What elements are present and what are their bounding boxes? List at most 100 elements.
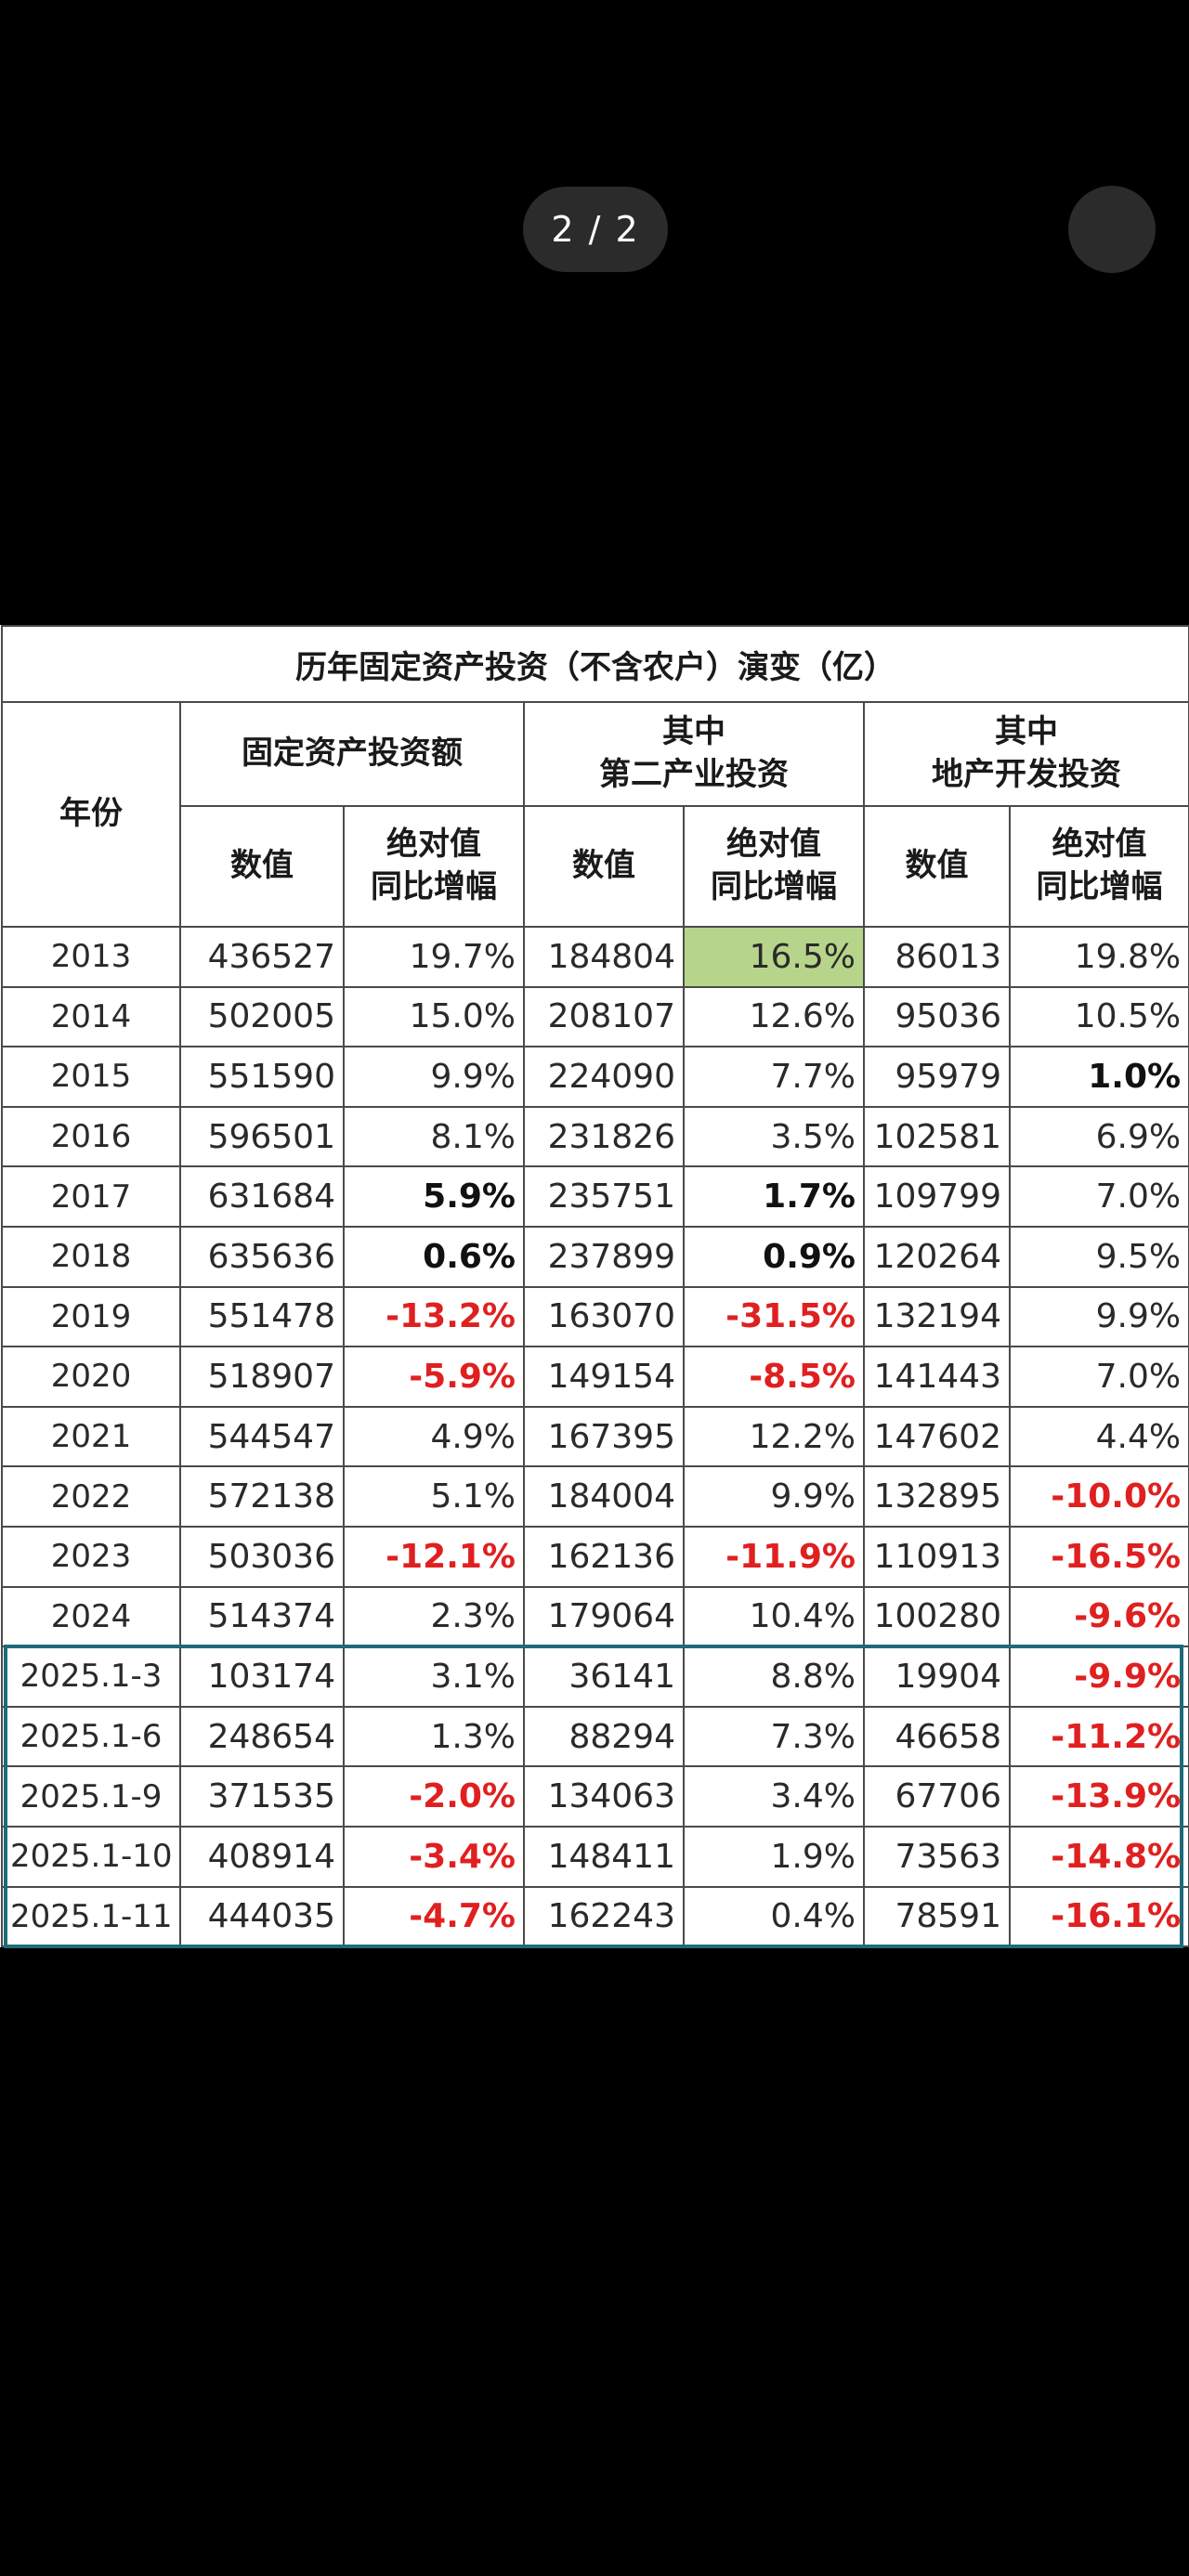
table-row: 2018 635636 0.6% 237899 0.9% 120264 9.5% — [1, 1225, 1189, 1288]
fai-value-cell: 551590 — [179, 1046, 345, 1108]
real-estate-yoy-cell: -16.1% — [1008, 1885, 1189, 1948]
fai-yoy-cell: 5.9% — [343, 1165, 525, 1228]
table-row: 2013 436527 19.7% 184804 16.5% 86013 19.8% — [1, 926, 1189, 988]
fai-yoy-cell: 3.1% — [343, 1646, 525, 1708]
table-row: 2025.1-10 408914 -3.4% 148411 1.9% 73563 -14.8… — [1, 1825, 1189, 1888]
fai-value-cell: 436527 — [179, 926, 345, 988]
real-estate-value-cell: 67706 — [863, 1765, 1011, 1828]
more-options-button[interactable] — [1068, 186, 1156, 273]
real-estate-yoy-cell: 9.9% — [1008, 1285, 1189, 1348]
year-cell: 2015 — [1, 1046, 181, 1108]
fai-value-cell: 572138 — [179, 1465, 345, 1528]
header-real-estate-yoy: 绝对值 同比增幅 — [1008, 805, 1189, 928]
year-cell: 2020 — [1, 1346, 181, 1408]
secondary-value-cell: 134063 — [523, 1765, 685, 1828]
fai-value-cell: 444035 — [179, 1885, 345, 1948]
secondary-yoy-cell: 16.5% — [683, 926, 865, 988]
secondary-value-cell: 88294 — [523, 1705, 685, 1768]
header-yoy-line2: 同比增幅 — [1036, 868, 1163, 905]
real-estate-yoy-cell: 7.0% — [1008, 1165, 1189, 1228]
table-row: 2015 551590 9.9% 224090 7.7% 95979 1.0% — [1, 1046, 1189, 1108]
table-body: 2013 436527 19.7% 184804 16.5% 86013 19.8% 2014… — [1, 926, 1189, 1948]
header-yoy-line1: 绝对值 — [726, 826, 821, 864]
table-row: 2022 572138 5.1% 184004 9.9% 132895 -10.0% — [1, 1465, 1189, 1528]
fai-yoy-cell: -3.4% — [343, 1825, 525, 1888]
secondary-yoy-cell: 3.5% — [683, 1105, 865, 1168]
table-row: 2025.1-9 371535 -2.0% 134063 3.4% 67706 -13.9% — [1, 1765, 1189, 1828]
table-row: 2017 631684 5.9% 235751 1.7% 109799 7.0% — [1, 1165, 1189, 1228]
table-row: 2021 544547 4.9% 167395 12.2% 147602 4.4% — [1, 1405, 1189, 1468]
year-cell: 2014 — [1, 985, 181, 1048]
header-secondary-line1: 其中 — [662, 713, 725, 751]
table-row: 2019 551478 -13.2% 163070 -31.5% 132194 9.9% — [1, 1285, 1189, 1348]
secondary-yoy-cell: 9.9% — [683, 1465, 865, 1528]
table-row: 2025.1-6 248654 1.3% 88294 7.3% 46658 -11.2% — [1, 1705, 1189, 1768]
secondary-value-cell: 237899 — [523, 1225, 685, 1288]
page-indicator-text: 2 / 2 — [551, 209, 640, 250]
real-estate-yoy-cell: -9.9% — [1008, 1646, 1189, 1708]
fai-yoy-cell: 4.9% — [343, 1405, 525, 1468]
header-secondary-line2: 第二产业投资 — [599, 756, 789, 793]
real-estate-value-cell: 132895 — [863, 1465, 1011, 1528]
fai-value-cell: 544547 — [179, 1405, 345, 1468]
header-real-estate-value: 数值 — [863, 805, 1011, 928]
real-estate-value-cell: 120264 — [863, 1225, 1011, 1288]
year-cell: 2021 — [1, 1405, 181, 1468]
real-estate-value-cell: 86013 — [863, 926, 1011, 988]
secondary-value-cell: 162243 — [523, 1885, 685, 1948]
fai-yoy-cell: -12.1% — [343, 1525, 525, 1588]
secondary-yoy-cell: 3.4% — [683, 1765, 865, 1828]
fai-yoy-cell: 5.1% — [343, 1465, 525, 1528]
header-yoy-line1: 绝对值 — [1052, 826, 1147, 864]
year-cell: 2013 — [1, 926, 181, 988]
table-row: 2023 503036 -12.1% 162136 -11.9% 110913 -16.5% — [1, 1525, 1189, 1588]
real-estate-yoy-cell: -13.9% — [1008, 1765, 1189, 1828]
fai-yoy-cell: 0.6% — [343, 1225, 525, 1288]
year-cell: 2022 — [1, 1465, 181, 1528]
header-year: 年份 — [1, 701, 181, 928]
secondary-value-cell: 149154 — [523, 1346, 685, 1408]
header-real-estate-line2: 地产开发投资 — [932, 756, 1122, 793]
secondary-value-cell: 224090 — [523, 1046, 685, 1108]
real-estate-value-cell: 102581 — [863, 1105, 1011, 1168]
table-row: 2020 518907 -5.9% 149154 -8.5% 141443 7.0% — [1, 1346, 1189, 1408]
header-fai-yoy: 绝对值 同比增幅 — [343, 805, 525, 928]
fai-value-cell: 635636 — [179, 1225, 345, 1288]
real-estate-value-cell: 147602 — [863, 1405, 1011, 1468]
real-estate-yoy-cell: 6.9% — [1008, 1105, 1189, 1168]
fai-value-cell: 408914 — [179, 1825, 345, 1888]
header-real-estate-line1: 其中 — [995, 713, 1059, 751]
header-yoy-line2: 同比增幅 — [711, 868, 837, 905]
table-row: 2024 514374 2.3% 179064 10.4% 100280 -9.6% — [1, 1585, 1189, 1648]
table-title: 历年固定资产投资（不含农户）演变（亿） — [0, 625, 1189, 703]
secondary-yoy-cell: 10.4% — [683, 1585, 865, 1648]
header-yoy-line2: 同比增幅 — [371, 868, 497, 905]
real-estate-yoy-cell: 9.5% — [1008, 1225, 1189, 1288]
secondary-value-cell: 235751 — [523, 1165, 685, 1228]
real-estate-yoy-cell: 10.5% — [1008, 985, 1189, 1048]
real-estate-value-cell: 46658 — [863, 1705, 1011, 1768]
secondary-yoy-cell: 1.7% — [683, 1165, 865, 1228]
real-estate-yoy-cell: 1.0% — [1008, 1046, 1189, 1108]
table-row: 2016 596501 8.1% 231826 3.5% 102581 6.9% — [1, 1105, 1189, 1168]
real-estate-yoy-cell: 7.0% — [1008, 1346, 1189, 1408]
real-estate-yoy-cell: -16.5% — [1008, 1525, 1189, 1588]
secondary-value-cell: 162136 — [523, 1525, 685, 1588]
table-row: 2025.1-3 103174 3.1% 36141 8.8% 19904 -9.9% — [1, 1646, 1189, 1708]
fai-value-cell: 248654 — [179, 1705, 345, 1768]
investment-table: 历年固定资产投资（不含农户）演变（亿） 年份 固定资产投资额 其中 第二产业投资… — [0, 625, 1189, 1948]
real-estate-value-cell: 132194 — [863, 1285, 1011, 1348]
header-real-estate: 其中 地产开发投资 — [862, 701, 1189, 807]
year-cell: 2025.1-3 — [1, 1646, 181, 1708]
year-cell: 2025.1-6 — [1, 1705, 181, 1768]
secondary-value-cell: 163070 — [523, 1285, 685, 1348]
real-estate-value-cell: 95036 — [863, 985, 1011, 1048]
secondary-value-cell: 184004 — [523, 1465, 685, 1528]
year-cell: 2023 — [1, 1525, 181, 1588]
year-cell: 2025.1-9 — [1, 1765, 181, 1828]
investment-table-image[interactable]: 历年固定资产投资（不含农户）演变（亿） 年份 固定资产投资额 其中 第二产业投资… — [0, 625, 1189, 1949]
real-estate-value-cell: 19904 — [863, 1646, 1011, 1708]
fai-yoy-cell: 1.3% — [343, 1705, 525, 1768]
real-estate-value-cell: 109799 — [863, 1165, 1011, 1228]
real-estate-yoy-cell: 19.8% — [1008, 926, 1189, 988]
